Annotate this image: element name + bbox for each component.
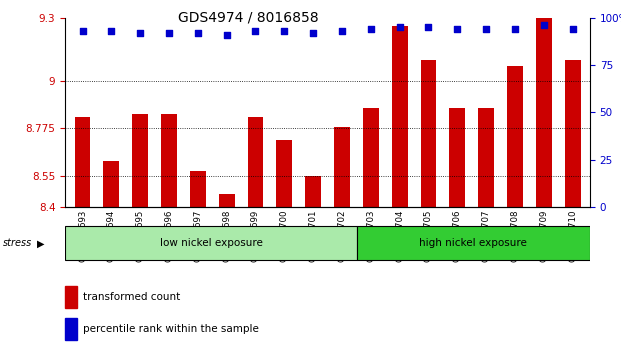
Text: percentile rank within the sample: percentile rank within the sample <box>83 324 258 334</box>
Bar <box>536 18 551 207</box>
Bar <box>564 60 581 207</box>
Point <box>366 26 376 32</box>
Bar <box>363 108 379 207</box>
Text: GDS4974 / 8016858: GDS4974 / 8016858 <box>178 11 319 25</box>
Point <box>279 28 289 34</box>
Bar <box>306 176 321 207</box>
Bar <box>75 116 91 207</box>
Bar <box>190 171 206 207</box>
Point <box>308 30 318 36</box>
Point <box>106 28 116 34</box>
Text: transformed count: transformed count <box>83 292 179 302</box>
Bar <box>334 127 350 207</box>
Point <box>193 30 203 36</box>
Point <box>164 30 174 36</box>
Bar <box>104 161 119 207</box>
Point <box>510 26 520 32</box>
Bar <box>219 194 235 207</box>
Bar <box>65 286 77 308</box>
Text: stress: stress <box>3 238 32 249</box>
Point <box>424 24 433 30</box>
Bar <box>161 114 177 207</box>
Bar <box>392 26 407 207</box>
FancyBboxPatch shape <box>65 226 356 261</box>
Bar <box>450 108 465 207</box>
Text: ▶: ▶ <box>37 238 45 249</box>
Bar <box>507 66 523 207</box>
Point <box>250 28 260 34</box>
Text: high nickel exposure: high nickel exposure <box>419 238 527 249</box>
Point <box>135 30 145 36</box>
FancyBboxPatch shape <box>356 226 590 261</box>
Point <box>395 24 405 30</box>
Point <box>452 26 462 32</box>
Point <box>337 28 347 34</box>
Bar <box>65 318 77 340</box>
Text: low nickel exposure: low nickel exposure <box>160 238 263 249</box>
Point <box>78 28 88 34</box>
Bar <box>276 140 292 207</box>
Bar <box>478 108 494 207</box>
Point <box>568 26 578 32</box>
Bar <box>132 114 148 207</box>
Point <box>222 32 232 38</box>
Bar <box>420 60 437 207</box>
Point <box>481 26 491 32</box>
Bar <box>248 116 263 207</box>
Point <box>539 22 549 28</box>
